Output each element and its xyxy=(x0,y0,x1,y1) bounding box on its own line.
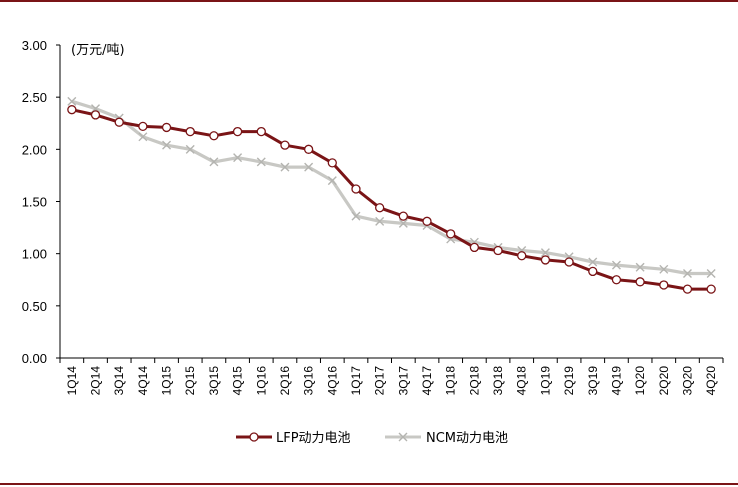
x-tick-label: 1Q14 xyxy=(65,366,79,396)
data-point xyxy=(446,229,456,239)
legend-item-1: NCM动力电池 xyxy=(385,431,508,446)
data-point xyxy=(138,132,148,142)
data-point xyxy=(304,162,314,172)
x-tick-label: 2Q15 xyxy=(183,366,197,396)
data-point xyxy=(209,157,219,167)
data-point xyxy=(564,257,574,267)
x-tick-label: 4Q14 xyxy=(136,366,150,396)
x-tick-label: 4Q16 xyxy=(325,366,339,396)
data-point xyxy=(611,275,622,285)
legend-label: NCM动力电池 xyxy=(426,431,508,446)
data-point xyxy=(351,211,361,221)
data-point xyxy=(706,268,716,278)
data-point xyxy=(114,117,124,127)
data-point xyxy=(659,264,669,274)
series-line xyxy=(71,108,712,291)
data-point xyxy=(138,121,148,132)
data-point xyxy=(588,257,598,267)
data-point xyxy=(280,162,290,172)
top-rule xyxy=(0,0,738,2)
x-tick-label: 3Q18 xyxy=(491,366,505,396)
data-point xyxy=(233,153,243,163)
data-point xyxy=(209,131,219,141)
data-point xyxy=(540,248,550,258)
y-tick-label: 1.50 xyxy=(22,195,47,210)
series-layer xyxy=(67,96,716,294)
data-point xyxy=(706,284,716,294)
data-point xyxy=(635,262,645,272)
data-point xyxy=(422,216,432,226)
data-point xyxy=(162,140,172,150)
x-tick-label: 2Q19 xyxy=(562,366,576,396)
y-tick-label: 0.00 xyxy=(22,351,47,366)
data-point xyxy=(682,284,693,294)
legend-item-0: LFP动力电池 xyxy=(236,431,351,446)
x-tick-label: 3Q20 xyxy=(680,366,694,396)
data-point xyxy=(398,211,408,221)
x-tick-label: 2Q16 xyxy=(278,366,292,396)
data-point xyxy=(611,260,621,270)
data-point xyxy=(682,268,692,278)
legend: LFP动力电池 NCM动力电池 xyxy=(236,431,508,446)
data-point xyxy=(90,110,101,120)
data-point xyxy=(375,203,385,213)
data-point xyxy=(635,277,645,287)
x-tick-label: 1Q20 xyxy=(633,366,647,396)
y-tick-label: 3.00 xyxy=(22,38,47,53)
data-point xyxy=(517,251,527,261)
y-tick-label: 2.00 xyxy=(22,142,47,157)
data-point xyxy=(375,216,385,226)
data-point xyxy=(280,140,290,150)
x-tick-label: 1Q15 xyxy=(160,366,174,396)
data-point xyxy=(185,126,195,137)
data-point xyxy=(659,280,669,290)
x-tick-label: 3Q16 xyxy=(302,366,316,396)
data-point xyxy=(351,184,361,194)
x-tick-label: 3Q17 xyxy=(396,366,410,396)
data-point xyxy=(256,126,266,137)
series-line xyxy=(71,99,712,276)
data-point xyxy=(67,96,77,106)
data-point xyxy=(588,266,598,277)
y-tick-label: 0.50 xyxy=(22,299,47,314)
data-point xyxy=(327,176,337,186)
legend-marker xyxy=(398,432,408,442)
x-tick-label: 1Q16 xyxy=(254,366,268,396)
x-tick-label: 3Q19 xyxy=(586,366,600,396)
data-point xyxy=(327,158,337,168)
x-tick-label: 3Q15 xyxy=(207,366,221,396)
data-point xyxy=(161,122,172,133)
axes: 0.00 0.50 1.00 1.50 2.00 2.50 3.00 1Q14 2Q14 3Q14… xyxy=(22,38,724,396)
data-point xyxy=(540,255,551,265)
x-tick-label: 1Q17 xyxy=(349,366,363,396)
data-point xyxy=(256,157,266,167)
series-0 xyxy=(67,105,716,294)
data-point xyxy=(398,218,408,228)
data-point xyxy=(469,242,480,253)
data-point xyxy=(303,144,314,154)
x-tick-label: 4Q20 xyxy=(704,366,718,396)
y-tick-label: 2.50 xyxy=(22,90,47,105)
x-tick-label: 4Q19 xyxy=(609,366,623,396)
x-tick-label: 2Q18 xyxy=(467,366,481,396)
legend-label: LFP动力电池 xyxy=(276,431,351,446)
y-tick-label: 1.00 xyxy=(22,247,47,262)
data-point xyxy=(67,105,77,115)
data-point xyxy=(232,126,243,137)
x-tick-label: 3Q14 xyxy=(112,366,126,396)
x-tick-label: 2Q14 xyxy=(89,366,103,396)
x-tick-label: 4Q17 xyxy=(420,366,434,396)
legend-marker xyxy=(249,432,259,442)
x-tick-label: 4Q15 xyxy=(231,366,245,396)
x-tick-label: 2Q17 xyxy=(373,366,387,396)
x-tick-label: 4Q18 xyxy=(515,366,529,396)
data-point xyxy=(185,144,195,154)
x-tick-label: 1Q18 xyxy=(444,366,458,396)
x-tick-label: 1Q19 xyxy=(538,366,552,396)
x-tick-label: 2Q20 xyxy=(657,366,671,396)
data-point xyxy=(493,245,503,256)
unit-label: (万元/吨) xyxy=(71,43,125,58)
bottom-rule xyxy=(0,483,738,485)
